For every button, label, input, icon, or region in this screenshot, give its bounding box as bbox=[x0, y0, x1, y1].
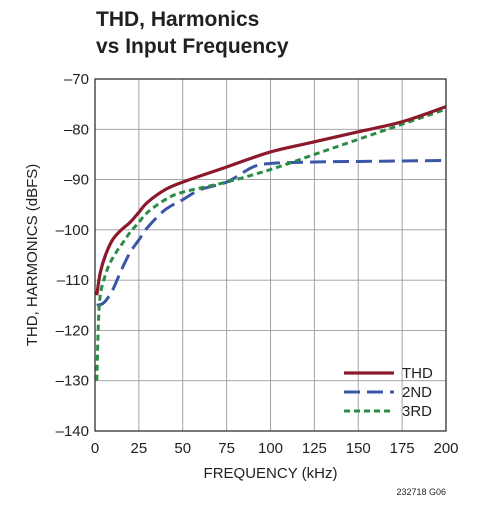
legend-label-thd: THD bbox=[402, 365, 433, 382]
y-tick-label: –100 bbox=[56, 222, 89, 239]
x-tick-label: 75 bbox=[218, 440, 235, 457]
x-tick-label: 200 bbox=[433, 440, 458, 457]
y-tick-label: –80 bbox=[64, 121, 89, 138]
y-tick-label: –70 bbox=[64, 71, 89, 88]
series-line-thd bbox=[97, 107, 446, 296]
x-tick-label: 125 bbox=[302, 440, 327, 457]
x-tick-label: 25 bbox=[131, 440, 148, 457]
legend-label-3rd: 3RD bbox=[402, 403, 432, 420]
x-tick-label: 100 bbox=[258, 440, 283, 457]
x-axis-label: FREQUENCY (kHz) bbox=[204, 465, 338, 482]
x-tick-label: 50 bbox=[174, 440, 191, 457]
y-tick-label: –110 bbox=[57, 272, 89, 289]
y-tick-label: –120 bbox=[56, 322, 89, 339]
series-line-2nd bbox=[97, 160, 446, 305]
figure-code: 232718 G06 bbox=[396, 487, 446, 497]
x-tick-label: 0 bbox=[91, 440, 99, 457]
y-axis-label: THD, HARMONICS (dBFS) bbox=[24, 164, 41, 347]
x-tick-label: 150 bbox=[346, 440, 371, 457]
y-tick-label: –140 bbox=[56, 423, 89, 440]
legend-label-2nd: 2ND bbox=[402, 384, 432, 401]
x-tick-label: 175 bbox=[390, 440, 415, 457]
series-line-3rd bbox=[97, 109, 446, 381]
y-tick-label: –130 bbox=[56, 373, 89, 390]
y-tick-label: –90 bbox=[64, 172, 89, 189]
